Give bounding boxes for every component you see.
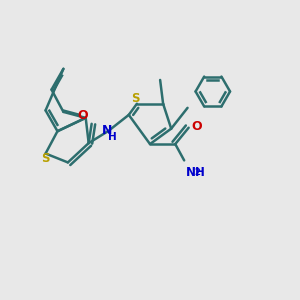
Text: NH: NH [186, 166, 206, 179]
Text: O: O [191, 120, 202, 133]
Text: N: N [102, 124, 112, 136]
Text: S: S [131, 92, 140, 105]
Text: 2: 2 [194, 167, 200, 176]
Text: S: S [41, 152, 49, 165]
Text: H: H [108, 132, 117, 142]
Text: O: O [77, 109, 88, 122]
